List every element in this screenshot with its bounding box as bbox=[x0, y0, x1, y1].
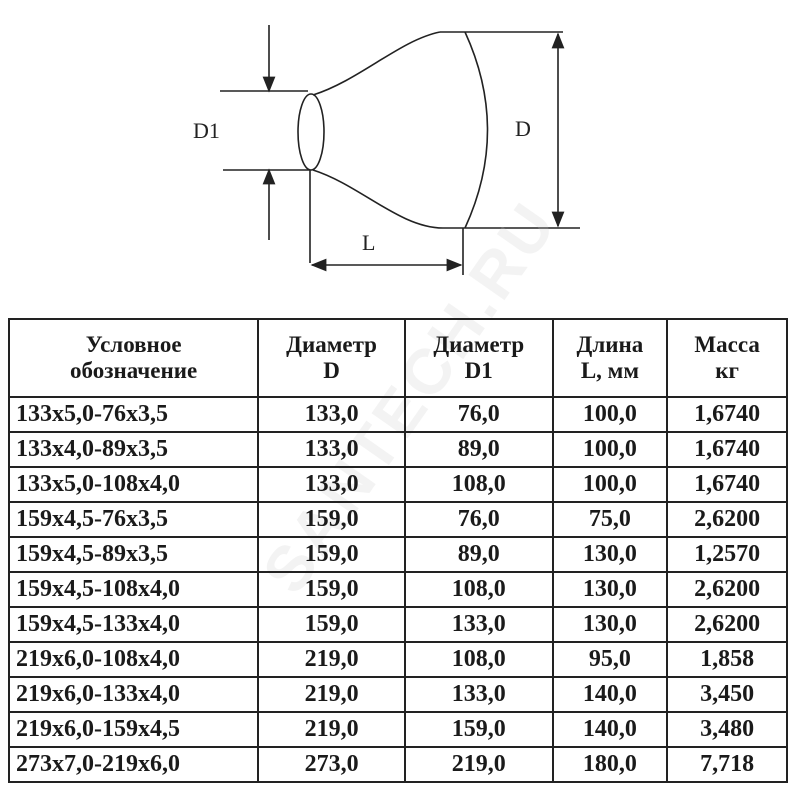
table-row: 219x6,0-108x4,0 219,0 108,0 95,0 1,858 bbox=[7, 641, 788, 678]
table-row: 159x4,5-133x4,0 159,0 133,0 130,0 2,6200 bbox=[7, 606, 788, 643]
cell-diameter-d1: 76,0 bbox=[403, 396, 554, 433]
cell-mass: 7,718 bbox=[666, 746, 788, 783]
cell-length-l: 100,0 bbox=[551, 431, 669, 468]
header-line: L, мм bbox=[580, 358, 639, 383]
header-designation: Условное обозначение bbox=[7, 318, 260, 398]
cell-length-l: 100,0 bbox=[551, 466, 669, 503]
cell-mass: 1,858 bbox=[666, 641, 788, 678]
cell-diameter-d1: 159,0 bbox=[403, 711, 554, 748]
cell-length-l: 130,0 bbox=[551, 536, 669, 573]
cell-diameter-d1: 108,0 bbox=[403, 641, 554, 678]
cell-diameter-d1: 76,0 bbox=[403, 501, 554, 538]
large-end-arc bbox=[464, 31, 489, 229]
cell-diameter-d1: 89,0 bbox=[403, 431, 554, 468]
cell-diameter-d: 133,0 bbox=[257, 431, 406, 468]
cell-length-l: 95,0 bbox=[551, 641, 669, 678]
cell-mass: 2,6200 bbox=[666, 606, 788, 643]
cell-mass: 1,6740 bbox=[666, 431, 788, 468]
table-row: 273x7,0-219x6,0 273,0 219,0 180,0 7,718 bbox=[7, 746, 788, 783]
reducer-bottom-contour bbox=[312, 169, 444, 229]
table-row: 159x4,5-89x3,5 159,0 89,0 130,0 1,2570 bbox=[7, 536, 788, 573]
label-l: L bbox=[362, 230, 375, 255]
cell-diameter-d1: 133,0 bbox=[403, 676, 554, 713]
cell-length-l: 140,0 bbox=[551, 711, 669, 748]
table-row: 159x4,5-108x4,0 159,0 108,0 130,0 2,6200 bbox=[7, 571, 788, 608]
cell-mass: 2,6200 bbox=[666, 501, 788, 538]
cell-diameter-d: 159,0 bbox=[257, 571, 406, 608]
cell-diameter-d: 133,0 bbox=[257, 396, 406, 433]
cell-length-l: 180,0 bbox=[551, 746, 669, 783]
cell-diameter-d1: 219,0 bbox=[403, 746, 554, 783]
cell-designation: 159x4,5-133x4,0 bbox=[7, 606, 260, 643]
cell-designation: 159x4,5-108x4,0 bbox=[7, 571, 260, 608]
cell-designation: 273x7,0-219x6,0 bbox=[7, 746, 260, 783]
cell-designation: 219x6,0-159x4,5 bbox=[7, 711, 260, 748]
cell-designation: 133x5,0-76x3,5 bbox=[7, 396, 260, 433]
reducer-specs-table: Условное обозначение Диаметр D Диаметр D1 Длин… bbox=[7, 318, 788, 783]
cell-diameter-d1: 133,0 bbox=[403, 606, 554, 643]
header-line: D bbox=[323, 358, 340, 383]
header-line: кг bbox=[715, 358, 739, 383]
header-diameter-d1: Диаметр D1 bbox=[403, 318, 554, 398]
header-line: Условное bbox=[85, 332, 182, 357]
reducer-diagram: D1 D L bbox=[193, 25, 580, 275]
cell-mass: 1,6740 bbox=[666, 466, 788, 503]
cell-designation: 133x4,0-89x3,5 bbox=[7, 431, 260, 468]
reducer-top-contour bbox=[312, 31, 441, 96]
cell-length-l: 130,0 bbox=[551, 571, 669, 608]
header-line: Диаметр bbox=[286, 332, 377, 357]
cell-designation: 133x5,0-108x4,0 bbox=[7, 466, 260, 503]
cell-diameter-d1: 108,0 bbox=[403, 571, 554, 608]
cell-diameter-d: 159,0 bbox=[257, 606, 406, 643]
header-diameter-d: Диаметр D bbox=[257, 318, 406, 398]
small-end-ellipse bbox=[297, 93, 325, 171]
table-row: 133x5,0-108x4,0 133,0 108,0 100,0 1,6740 bbox=[7, 466, 788, 503]
cell-diameter-d: 159,0 bbox=[257, 536, 406, 573]
cell-diameter-d1: 108,0 bbox=[403, 466, 554, 503]
header-line: Масса bbox=[694, 332, 760, 357]
cell-diameter-d: 219,0 bbox=[257, 676, 406, 713]
table-row: 219x6,0-159x4,5 219,0 159,0 140,0 3,480 bbox=[7, 711, 788, 748]
cell-designation: 219x6,0-108x4,0 bbox=[7, 641, 260, 678]
header-line: обозначение bbox=[70, 358, 198, 383]
label-d: D bbox=[515, 116, 531, 141]
cell-length-l: 140,0 bbox=[551, 676, 669, 713]
header-length-l: Длина L, мм bbox=[551, 318, 669, 398]
cell-designation: 159x4,5-89x3,5 bbox=[7, 536, 260, 573]
cell-diameter-d: 273,0 bbox=[257, 746, 406, 783]
header-line: Диаметр bbox=[433, 332, 525, 357]
cell-diameter-d: 219,0 bbox=[257, 711, 406, 748]
cell-mass: 1,2570 bbox=[666, 536, 788, 573]
table-header-row: Условное обозначение Диаметр D Диаметр D1 Длин… bbox=[7, 318, 788, 398]
header-line: Длина bbox=[576, 332, 644, 357]
cell-mass: 2,6200 bbox=[666, 571, 788, 608]
cell-designation: 159x4,5-76x3,5 bbox=[7, 501, 260, 538]
cell-diameter-d1: 89,0 bbox=[403, 536, 554, 573]
cell-length-l: 100,0 bbox=[551, 396, 669, 433]
cell-diameter-d: 159,0 bbox=[257, 501, 406, 538]
table-row: 159x4,5-76x3,5 159,0 76,0 75,0 2,6200 bbox=[7, 501, 788, 538]
cell-diameter-d: 219,0 bbox=[257, 641, 406, 678]
cell-diameter-d: 133,0 bbox=[257, 466, 406, 503]
table-row: 133x5,0-76x3,5 133,0 76,0 100,0 1,6740 bbox=[7, 396, 788, 433]
header-mass: Масса кг bbox=[666, 318, 788, 398]
header-line: D1 bbox=[464, 358, 493, 383]
cell-mass: 3,450 bbox=[666, 676, 788, 713]
label-d1: D1 bbox=[193, 118, 220, 143]
cell-designation: 219x6,0-133x4,0 bbox=[7, 676, 260, 713]
table-row: 219x6,0-133x4,0 219,0 133,0 140,0 3,450 bbox=[7, 676, 788, 713]
table-row: 133x4,0-89x3,5 133,0 89,0 100,0 1,6740 bbox=[7, 431, 788, 468]
cell-mass: 1,6740 bbox=[666, 396, 788, 433]
cell-length-l: 130,0 bbox=[551, 606, 669, 643]
cell-length-l: 75,0 bbox=[551, 501, 669, 538]
cell-mass: 3,480 bbox=[666, 711, 788, 748]
